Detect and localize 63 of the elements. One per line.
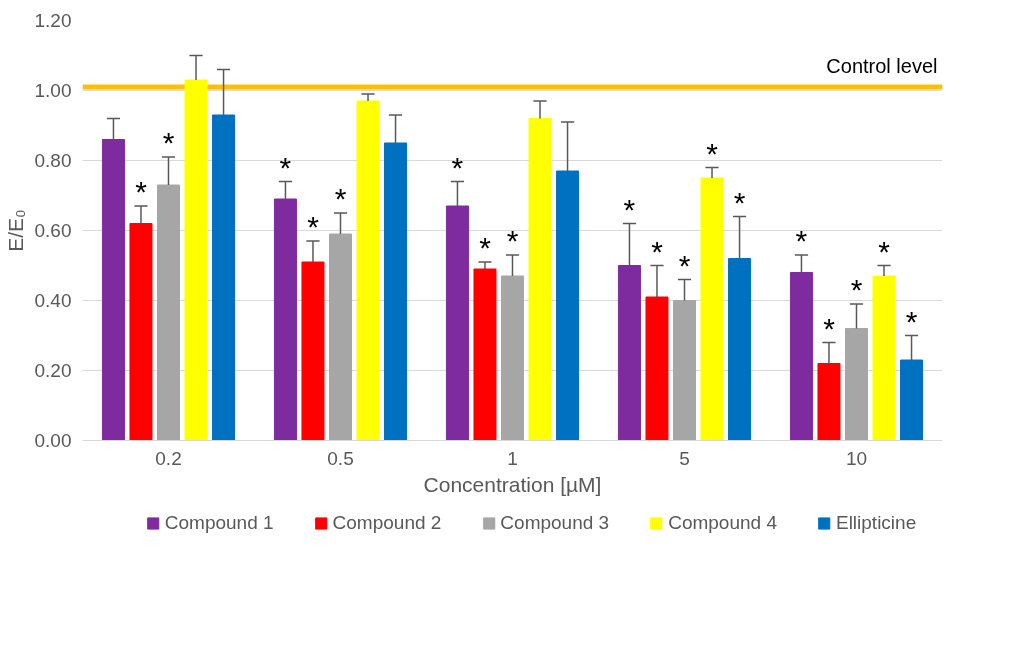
x-tick-label: 0.5 — [327, 447, 354, 469]
bar — [844, 328, 869, 441]
legend-label: Compound 1 — [164, 512, 274, 534]
x-axis-title: Concentration [µM] — [423, 472, 602, 496]
y-axis-title: E/E₀ — [3, 209, 27, 252]
bar — [301, 261, 325, 441]
y-tick-label: 0.80 — [34, 150, 72, 171]
bar — [384, 142, 408, 441]
x-tick-label: 0.2 — [155, 447, 182, 469]
ref-line-label: Control level — [826, 55, 938, 77]
x-tick-label: 5 — [679, 447, 690, 469]
bar — [273, 198, 297, 441]
bar — [617, 265, 641, 441]
data-label: * — [279, 150, 292, 184]
data-label: * — [706, 136, 719, 170]
bar — [900, 359, 924, 441]
data-label: * — [795, 224, 808, 257]
y-tick-label: 0.40 — [34, 290, 72, 311]
y-tick-label: 0.00 — [34, 430, 72, 451]
bar — [528, 118, 552, 441]
bar — [156, 184, 181, 441]
data-label: * — [651, 234, 664, 268]
data-label: * — [479, 231, 492, 264]
bar — [872, 275, 896, 441]
bar — [645, 296, 669, 441]
data-label: * — [135, 175, 148, 208]
legend-label: Ellipticine — [835, 512, 917, 534]
data-label: * — [451, 150, 464, 184]
data-label: * — [678, 248, 691, 282]
data-label: * — [162, 126, 175, 159]
bar — [700, 177, 724, 441]
y-tick-label: 1.00 — [34, 80, 72, 101]
legend-label: Compound 4 — [668, 512, 777, 534]
bar — [101, 139, 125, 441]
x-tick-label: 10 — [845, 447, 868, 469]
legend-label: Compound 2 — [332, 512, 442, 534]
y-tick-label: 0.60 — [34, 220, 72, 241]
data-label: * — [905, 304, 918, 338]
data-label: * — [623, 192, 636, 226]
bar — [817, 363, 841, 441]
bar — [728, 258, 752, 441]
bar — [445, 205, 469, 441]
data-label: * — [878, 234, 891, 268]
data-label: * — [307, 210, 320, 243]
y-tick-label: 0.20 — [34, 360, 72, 381]
data-label: * — [850, 273, 863, 306]
bar — [129, 223, 153, 441]
bar — [356, 100, 380, 441]
y-tick-label: 1.20 — [34, 10, 72, 31]
data-label: * — [823, 311, 836, 345]
bar — [672, 300, 697, 441]
bar — [184, 79, 208, 441]
bar — [473, 268, 497, 441]
data-label: * — [334, 182, 347, 215]
bar — [328, 233, 353, 441]
data-label: * — [506, 224, 519, 257]
bar — [500, 275, 525, 441]
data-label: * — [733, 185, 746, 219]
bar — [212, 114, 236, 441]
legend-label: Compound 3 — [500, 512, 610, 534]
bar — [556, 170, 580, 441]
bar — [789, 272, 813, 441]
x-tick-label: 1 — [507, 447, 518, 469]
